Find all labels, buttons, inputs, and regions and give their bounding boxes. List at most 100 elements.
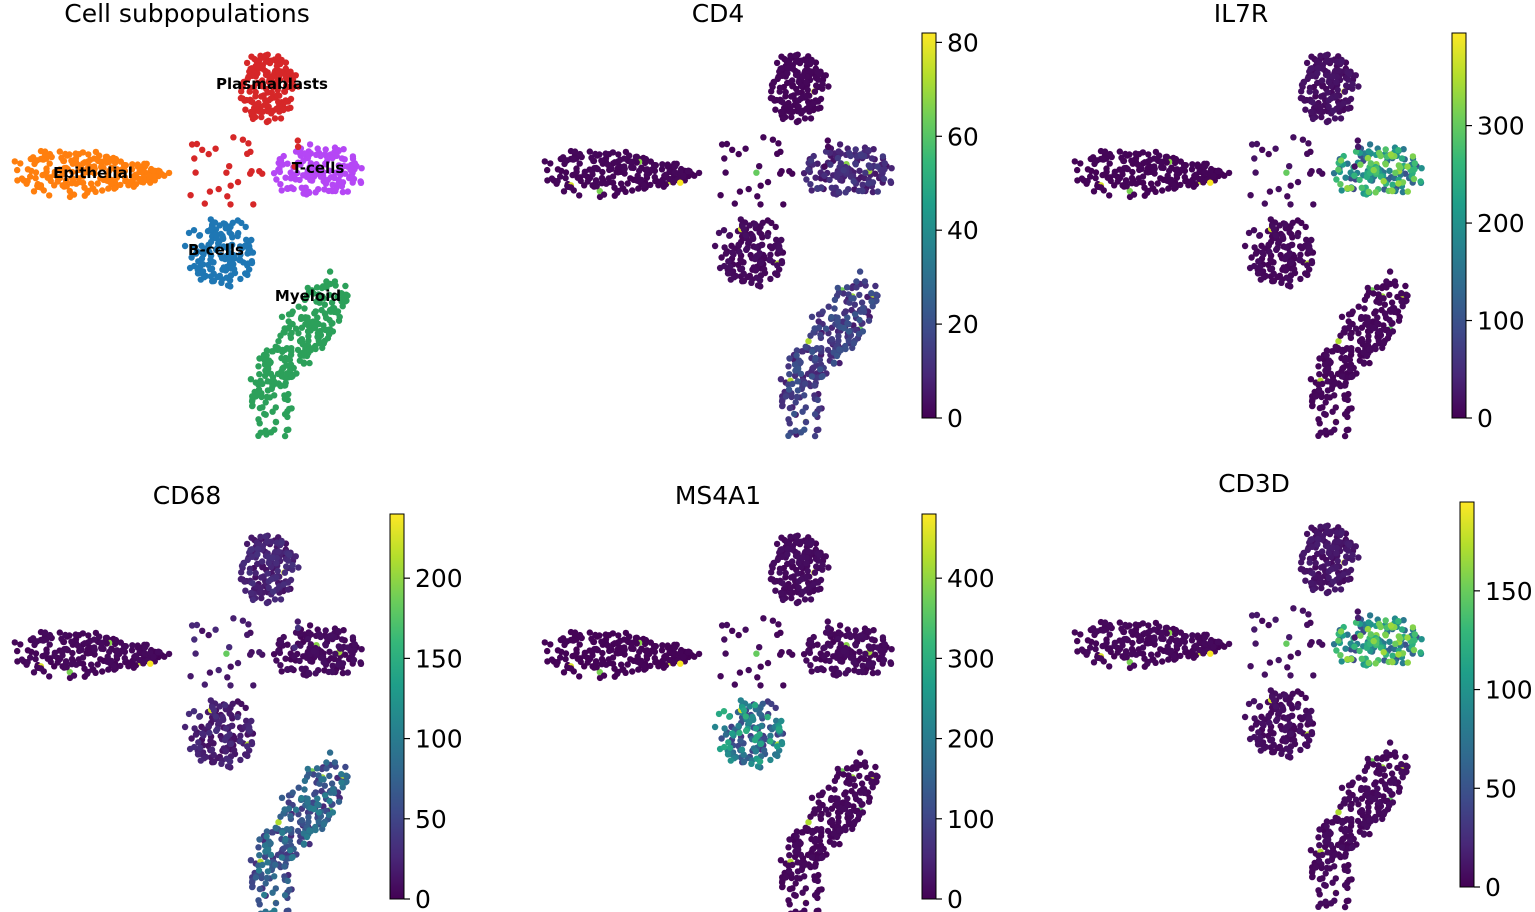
cell-point: [1352, 325, 1360, 332]
cell-point: [754, 674, 761, 681]
cell-point: [1256, 263, 1264, 270]
cell-point: [824, 143, 832, 150]
cell-point: [1310, 201, 1317, 208]
cell-point: [848, 776, 855, 783]
cell-point: [1341, 325, 1348, 332]
cell-point: [18, 656, 26, 663]
cell-point: [272, 899, 280, 907]
cell-point: [191, 155, 198, 162]
cell-point: [269, 408, 276, 415]
cell-point: [1338, 373, 1346, 380]
colorbar-tick-label: 20: [947, 310, 979, 339]
cell-point: [760, 134, 767, 141]
cell-point: [242, 587, 249, 594]
cell-point: [1322, 399, 1329, 406]
cell-point: [799, 408, 806, 415]
cell-point: [856, 797, 863, 805]
cell-point: [721, 636, 728, 643]
cell-point: [1316, 355, 1323, 362]
cell-point: [777, 589, 785, 597]
cell-point: [621, 170, 628, 177]
cell-point: [554, 177, 561, 185]
cell-point: [263, 833, 270, 840]
cell-point: [828, 184, 835, 191]
cell-point: [671, 644, 679, 651]
cell-point: [72, 631, 79, 638]
cell-point: [782, 874, 790, 881]
cell-point: [662, 652, 669, 659]
cell-point: [869, 188, 877, 196]
umap-points: [541, 532, 895, 912]
cell-point: [1342, 174, 1349, 181]
cell-point: [778, 53, 785, 60]
cell-point: [285, 390, 292, 398]
cell-point: [64, 165, 71, 173]
cell-point: [1278, 279, 1285, 286]
cell-point: [277, 638, 285, 645]
cell-point: [323, 765, 330, 772]
cell-point: [256, 649, 263, 656]
cell-point: [236, 256, 243, 264]
cell-point: [277, 596, 285, 603]
cell-point: [764, 232, 771, 240]
cell-point: [305, 669, 312, 676]
cell-point: [835, 629, 842, 636]
cell-point: [859, 181, 866, 188]
cell-point: [263, 874, 270, 882]
cell-point: [740, 277, 748, 285]
cell-point: [265, 117, 272, 125]
cell-point: [335, 643, 342, 650]
cell-point: [210, 259, 217, 266]
cell-point: [1100, 156, 1107, 163]
cell-point: [881, 641, 888, 648]
cell-point: [190, 708, 198, 715]
cell-point: [313, 765, 321, 772]
cell-point: [794, 859, 801, 866]
cell-point: [1365, 337, 1372, 344]
cell-point: [609, 630, 617, 637]
cell-point: [816, 886, 823, 894]
cell-point: [158, 171, 165, 178]
cell-point: [230, 134, 237, 141]
cell-point: [235, 229, 242, 237]
cell-point: [305, 629, 312, 636]
cell-point: [81, 159, 89, 166]
cell-point: [335, 798, 343, 805]
cell-point: [1207, 168, 1214, 175]
cell-point: [349, 153, 357, 160]
cell-point: [287, 812, 294, 820]
cell-point: [809, 348, 816, 355]
cell-point: [213, 246, 220, 253]
cell-point: [816, 70, 823, 78]
cell-point: [1356, 176, 1363, 184]
cell-point: [1373, 284, 1381, 291]
cell-point: [773, 236, 780, 243]
cell-point: [242, 106, 249, 113]
cell-point: [811, 806, 818, 813]
cell-point: [793, 599, 801, 607]
cell-point: [721, 155, 728, 162]
cell-point: [239, 617, 247, 624]
cell-point: [816, 405, 823, 413]
cell-point: [238, 700, 245, 708]
cell-point: [811, 569, 819, 576]
cell-point: [259, 62, 266, 69]
colorbar-tick-label: 50: [415, 805, 447, 834]
cell-point: [711, 242, 719, 250]
cell-point: [358, 646, 365, 653]
cell-point: [1283, 169, 1290, 176]
cell-point: [727, 276, 734, 283]
cell-point: [121, 654, 128, 662]
cell-point: [305, 337, 312, 344]
cell-point: [193, 621, 201, 629]
cell-point: [735, 241, 742, 248]
cell-point: [1372, 345, 1379, 353]
cell-point: [722, 169, 729, 176]
cell-point: [614, 189, 621, 196]
cell-point: [1306, 88, 1313, 95]
cell-point: [794, 378, 801, 385]
cell-point: [1357, 161, 1364, 168]
cell-point: [760, 266, 768, 273]
cell-point: [287, 104, 294, 112]
cell-point: [1395, 180, 1402, 187]
